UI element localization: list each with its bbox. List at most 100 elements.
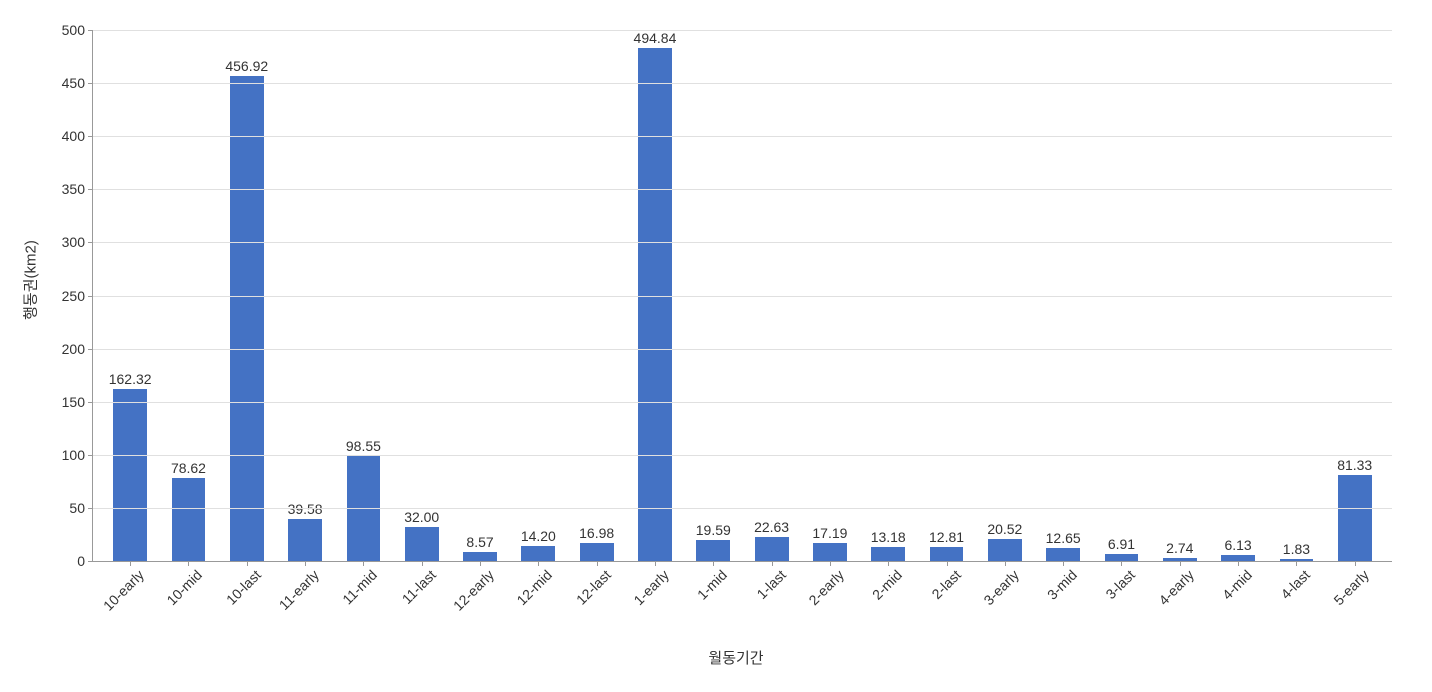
x-tick-mark — [1180, 561, 1181, 566]
gridline — [93, 189, 1392, 190]
x-tick-label: 4-mid — [1219, 567, 1255, 603]
gridline — [93, 296, 1392, 297]
y-axis-label: 행동권(km2) — [20, 240, 41, 320]
bar-value-label: 81.33 — [1337, 457, 1372, 473]
bar-value-label: 32.00 — [404, 509, 439, 525]
x-tick-mark — [1238, 561, 1239, 566]
bar-value-label: 494.84 — [634, 30, 677, 46]
bar — [113, 389, 147, 561]
bar — [638, 48, 672, 561]
bar-value-label: 162.32 — [109, 371, 152, 387]
x-tick-mark — [247, 561, 248, 566]
bar — [463, 552, 497, 561]
bar-value-label: 12.81 — [929, 529, 964, 545]
y-tick-mark — [88, 296, 93, 297]
gridline — [93, 402, 1392, 403]
x-tick-mark — [305, 561, 306, 566]
bar — [988, 539, 1022, 561]
x-tick-mark — [480, 561, 481, 566]
bar — [580, 543, 614, 561]
gridline — [93, 136, 1392, 137]
x-tick-mark — [1121, 561, 1122, 566]
bar-value-label: 16.98 — [579, 525, 614, 541]
y-tick-mark — [88, 83, 93, 84]
x-tick-label: 1-mid — [694, 567, 730, 603]
bar — [230, 76, 264, 561]
x-tick-mark — [1296, 561, 1297, 566]
plot-area: 162.3210-early78.6210-mid456.9210-last39… — [92, 30, 1392, 562]
bar-value-label: 6.13 — [1224, 537, 1251, 553]
x-tick-label: 2-mid — [869, 567, 905, 603]
x-tick-mark — [655, 561, 656, 566]
x-tick-mark — [830, 561, 831, 566]
y-tick-mark — [88, 242, 93, 243]
bar-value-label: 14.20 — [521, 528, 556, 544]
x-tick-mark — [363, 561, 364, 566]
y-tick-mark — [88, 561, 93, 562]
bar — [930, 547, 964, 561]
bar — [405, 527, 439, 561]
x-tick-mark — [713, 561, 714, 566]
x-tick-label: 11-last — [398, 567, 438, 607]
gridline — [93, 83, 1392, 84]
x-tick-label: 12-last — [573, 567, 614, 608]
bar-value-label: 17.19 — [812, 525, 847, 541]
x-axis-label: 월동기간 — [708, 647, 763, 668]
bar — [1338, 475, 1372, 561]
x-tick-label: 10-mid — [164, 567, 206, 609]
x-tick-label: 4-early — [1155, 567, 1197, 609]
bar — [1046, 548, 1080, 561]
x-tick-mark — [1063, 561, 1064, 566]
bar — [696, 540, 730, 561]
x-tick-label: 1-last — [753, 567, 789, 603]
x-tick-mark — [772, 561, 773, 566]
x-tick-label: 11-early — [276, 567, 322, 613]
y-tick-mark — [88, 349, 93, 350]
x-tick-label: 10-last — [223, 567, 264, 608]
gridline — [93, 455, 1392, 456]
x-tick-label: 1-early — [630, 567, 672, 609]
y-tick-mark — [88, 455, 93, 456]
x-tick-mark — [947, 561, 948, 566]
x-tick-mark — [130, 561, 131, 566]
bar-value-label: 8.57 — [466, 534, 493, 550]
x-tick-label: 12-early — [450, 567, 497, 614]
x-tick-mark — [188, 561, 189, 566]
y-tick-mark — [88, 402, 93, 403]
y-tick-mark — [88, 30, 93, 31]
x-tick-label: 4-last — [1278, 567, 1314, 603]
bar — [813, 543, 847, 561]
bar — [521, 546, 555, 561]
x-tick-label: 2-last — [928, 567, 964, 603]
y-tick-mark — [88, 189, 93, 190]
bar-value-label: 19.59 — [696, 522, 731, 538]
bar-value-label: 78.62 — [171, 460, 206, 476]
gridline — [93, 508, 1392, 509]
gridline — [93, 30, 1392, 31]
bar-value-label: 39.58 — [288, 501, 323, 517]
bar — [172, 478, 206, 561]
bar — [871, 547, 905, 561]
bar-value-label: 12.65 — [1046, 530, 1081, 546]
x-tick-mark — [888, 561, 889, 566]
x-tick-mark — [422, 561, 423, 566]
x-tick-mark — [538, 561, 539, 566]
x-tick-label: 10-early — [100, 567, 147, 614]
gridline — [93, 242, 1392, 243]
x-tick-label: 12-mid — [514, 567, 556, 609]
y-tick-mark — [88, 508, 93, 509]
bar-value-label: 1.83 — [1283, 541, 1310, 557]
x-tick-label: 3-last — [1103, 567, 1139, 603]
y-tick-mark — [88, 136, 93, 137]
x-tick-label: 3-early — [980, 567, 1022, 609]
x-tick-label: 11-mid — [340, 567, 381, 608]
gridline — [93, 349, 1392, 350]
x-tick-label: 2-early — [805, 567, 847, 609]
x-tick-mark — [1355, 561, 1356, 566]
bar-value-label: 13.18 — [871, 529, 906, 545]
bar-value-label: 6.91 — [1108, 536, 1135, 552]
bar-value-label: 456.92 — [225, 58, 268, 74]
bar — [288, 519, 322, 561]
bar-value-label: 20.52 — [987, 521, 1022, 537]
bar-value-label: 22.63 — [754, 519, 789, 535]
